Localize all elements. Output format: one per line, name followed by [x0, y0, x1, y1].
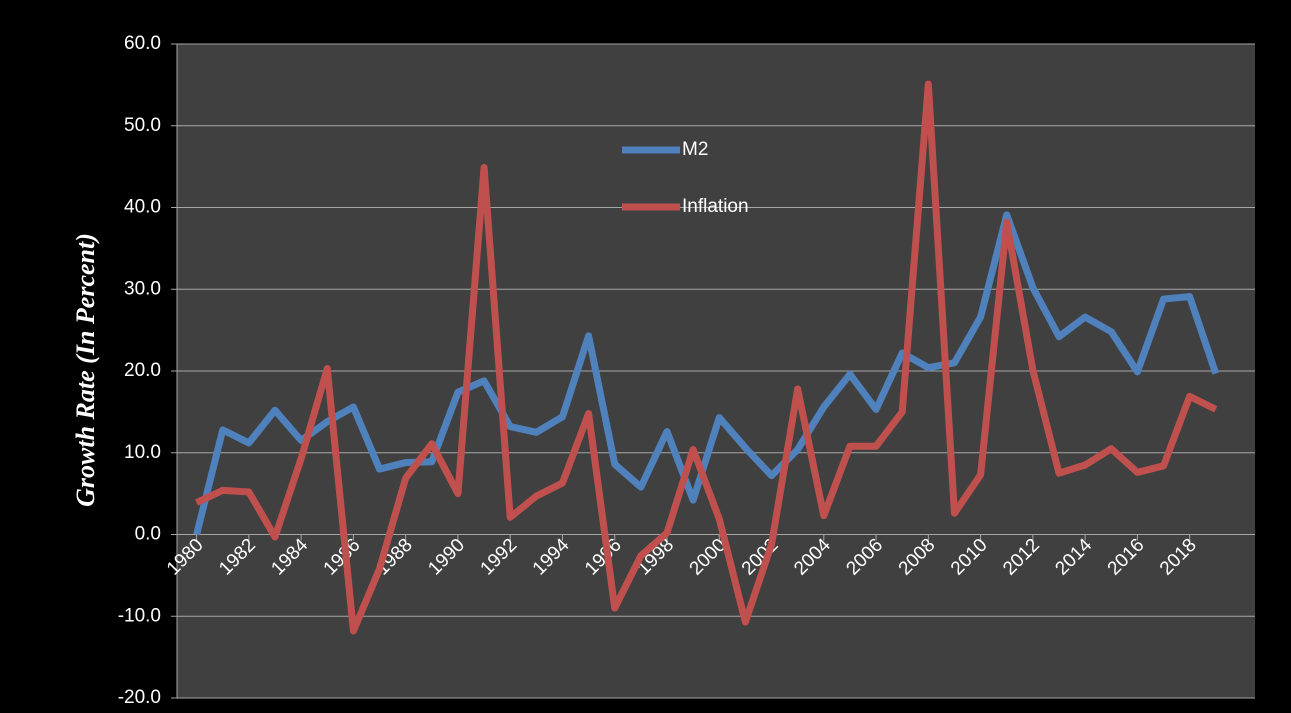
y-tick-label: 30.0 — [124, 278, 161, 299]
y-tick-label: 40.0 — [124, 197, 161, 218]
y-tick-label: 60.0 — [124, 33, 161, 54]
y-tick-label: 20.0 — [124, 360, 161, 381]
y-tick-label: 0.0 — [135, 524, 161, 545]
y-tick-label: 50.0 — [124, 115, 161, 136]
series-line — [195, 80, 1218, 635]
y-tick-label: -10.0 — [118, 605, 161, 626]
legend-label: M2 — [682, 139, 708, 160]
legend-label: Inflation — [682, 196, 749, 217]
y-axis-label: Growth Rate (In Percent) — [71, 233, 100, 507]
y-tick-label: -20.0 — [118, 687, 161, 708]
y-tick-label: 10.0 — [124, 442, 161, 463]
series-line — [193, 211, 1220, 536]
